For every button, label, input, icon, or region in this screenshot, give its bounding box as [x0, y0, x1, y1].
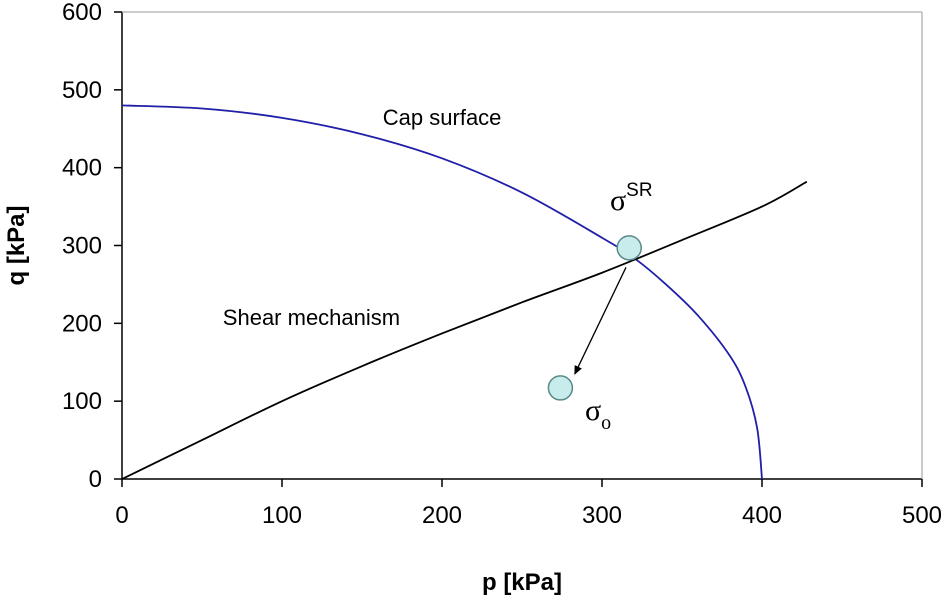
y-tick-label: 400 — [62, 155, 102, 182]
tick-group: 0 100 200 300 400 500 0 100 200 300 400 500 600 — [62, 0, 942, 529]
cap-surface-line — [121, 104, 763, 480]
x-tick-label: 400 — [742, 502, 782, 529]
points-group — [547, 235, 642, 401]
x-tick-label: 100 — [262, 502, 302, 529]
x-tick-label: 200 — [422, 502, 462, 529]
stress-path-arrow — [574, 267, 627, 375]
x-axis-title: p [kPa] — [482, 569, 562, 596]
sigma-sr-superscript: SR — [626, 180, 652, 201]
sigma-sr-label: σSR — [610, 180, 653, 217]
y-tick-label: 300 — [62, 233, 102, 260]
y-tick-label: 500 — [62, 77, 102, 104]
sigma-o-label: σo — [585, 394, 611, 434]
shear-mechanism-label: Shear mechanism — [223, 305, 400, 330]
cap-surface-label: Cap surface — [383, 105, 502, 130]
sigma-o-symbol: σ — [585, 394, 601, 427]
x-tick-label: 0 — [115, 502, 128, 529]
sigma-o-subscript: o — [601, 412, 611, 434]
series-group — [121, 104, 808, 480]
shear-mechanism-line — [121, 180, 808, 480]
sigma-sr-point — [616, 235, 642, 261]
axes — [121, 11, 923, 480]
y-axis-title: q [kPa] — [3, 205, 30, 285]
sigma-sr-symbol: σ — [610, 184, 626, 217]
y-tick-label: 0 — [89, 466, 102, 493]
x-tick-label: 300 — [582, 502, 622, 529]
sigma-o-point — [547, 375, 574, 401]
y-tick-label: 600 — [62, 0, 102, 26]
x-tick-label: 500 — [902, 502, 942, 529]
y-tick-label: 100 — [62, 388, 102, 415]
y-tick-label: 200 — [62, 310, 102, 337]
